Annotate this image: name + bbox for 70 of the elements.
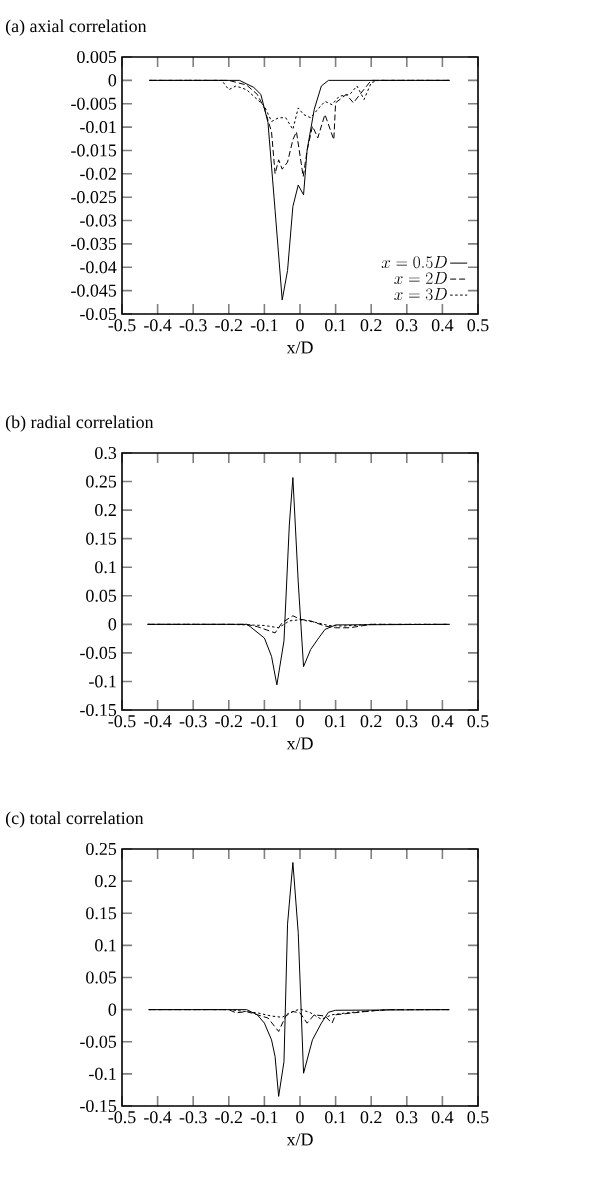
- x-tick-label: -0.1: [250, 319, 278, 332]
- x-tick-label: 0.4: [431, 1111, 454, 1124]
- x-tick-label: 0.2: [360, 319, 382, 332]
- x-tick-label: -0.5: [108, 1111, 136, 1124]
- y-tick-label: -0.1: [89, 1067, 116, 1080]
- x-tick-label: -0.3: [179, 319, 207, 332]
- chart-title: (b) radial correlation: [5, 415, 154, 432]
- x-tick-label: -0.5: [108, 715, 136, 728]
- y-tick-label: 0: [108, 1003, 117, 1016]
- y-tick-label: -0.015: [71, 144, 117, 157]
- x-tick-label: -0.5: [108, 319, 136, 332]
- y-tick-label: 0.2: [95, 504, 116, 517]
- x-tick-label: 0.3: [396, 319, 418, 332]
- x-tick-label: 0.1: [325, 319, 346, 332]
- x-tick-label: -0.3: [179, 715, 207, 728]
- y-tick-label: -0.05: [80, 646, 117, 659]
- y-tick-label: -0.045: [71, 284, 117, 297]
- x-tick-label: 0: [296, 715, 304, 728]
- y-tick-label: 0.005: [77, 50, 117, 64]
- y-tick-label: 0.05: [86, 971, 117, 984]
- legend-label: $x = 3D$: [394, 288, 447, 301]
- x-tick-label: 0.4: [431, 715, 454, 728]
- legend-label: $x = 2D$: [394, 272, 447, 285]
- x-tick-label: 0.3: [396, 1111, 418, 1124]
- y-tick-label: -0.035: [71, 237, 117, 250]
- y-tick-label: -0.04: [80, 261, 117, 274]
- x-tick-label: -0.2: [215, 1111, 243, 1124]
- y-tick-label: -0.01: [80, 121, 116, 134]
- x-tick-label: -0.2: [215, 715, 243, 728]
- x-tick-label: -0.4: [144, 319, 172, 332]
- y-tick-label: 0.1: [95, 939, 116, 952]
- x-tick-label: -0.4: [144, 715, 172, 728]
- y-tick-label: 0.25: [86, 842, 117, 856]
- x-tick-label: 0.3: [396, 715, 418, 728]
- y-tick-label: -0.005: [71, 97, 117, 110]
- chart-title: (c) total correlation: [5, 811, 144, 828]
- y-tick-label: 0.1: [95, 561, 116, 574]
- x-tick-label: 0.5: [467, 319, 489, 332]
- y-tick-label: 0: [108, 74, 117, 87]
- y-tick-label: 0.3: [95, 446, 117, 460]
- y-tick-label: -0.05: [80, 1035, 117, 1048]
- x-tick-label: 0.5: [467, 1111, 489, 1124]
- x-axis-title: x/D: [286, 737, 313, 750]
- x-tick-label: -0.2: [215, 319, 243, 332]
- x-tick-label: 0.1: [325, 715, 346, 728]
- y-tick-label: -0.1: [89, 675, 116, 688]
- y-tick-label: 0: [108, 618, 117, 631]
- y-tick-label: -0.025: [71, 191, 117, 204]
- x-tick-label: -0.1: [250, 715, 278, 728]
- x-axis-title: x/D: [286, 1133, 313, 1146]
- x-tick-label: -0.4: [144, 1111, 172, 1124]
- x-axis-title: x/D: [286, 341, 313, 354]
- y-tick-label: 0.25: [86, 475, 117, 488]
- y-tick-label: -0.02: [80, 167, 116, 180]
- x-tick-label: 0.4: [431, 319, 454, 332]
- x-tick-label: 0: [296, 319, 304, 332]
- y-tick-label: -0.03: [80, 214, 117, 227]
- x-tick-label: 0.2: [360, 715, 382, 728]
- y-tick-label: 0.05: [86, 589, 117, 602]
- x-tick-label: -0.1: [250, 1111, 278, 1124]
- y-tick-label: 0.2: [95, 875, 116, 888]
- legend-label: $x = 0.5D$: [381, 256, 447, 269]
- chart-title: (a) axial correlation: [5, 19, 147, 36]
- x-tick-label: 0: [296, 1111, 304, 1124]
- y-tick-label: 0.15: [86, 907, 117, 920]
- y-tick-label: 0.15: [86, 532, 117, 545]
- x-tick-label: 0.1: [325, 1111, 346, 1124]
- x-tick-label: 0.5: [467, 715, 489, 728]
- x-tick-label: 0.2: [360, 1111, 382, 1124]
- x-tick-label: -0.3: [179, 1111, 207, 1124]
